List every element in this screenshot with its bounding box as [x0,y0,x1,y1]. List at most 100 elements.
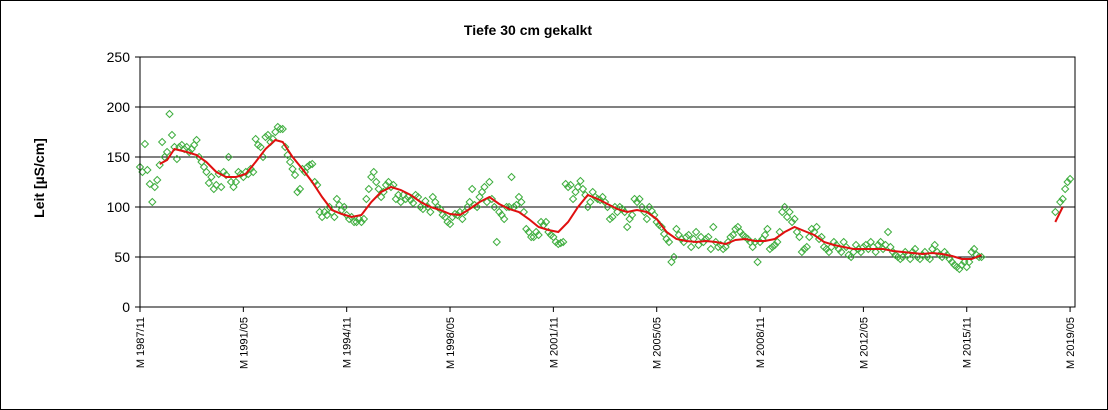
data-point [150,182,159,192]
data-point [396,197,406,207]
trend-segment [1054,206,1064,223]
data-point [871,247,880,257]
data-point [477,187,487,197]
data-point [148,197,157,207]
data-point [559,237,568,247]
data-point [768,242,777,252]
data-point [1056,197,1065,207]
data-point [608,212,617,222]
data-point [332,194,342,204]
data-point [157,137,167,147]
data-point [925,254,935,264]
data-point [930,240,939,250]
data-point [445,219,455,229]
data-point [967,247,976,257]
data-point [896,254,905,264]
data-point [372,177,381,187]
data-point [322,210,332,220]
data-point [308,159,317,169]
data-point [797,247,807,257]
data-point [837,247,846,257]
data-point [605,214,615,224]
data-point [753,257,762,267]
data-point [212,180,221,190]
data-point [841,242,851,252]
data-point [728,230,738,240]
data-point [770,240,780,250]
data-point [512,200,521,210]
data-point [256,142,265,152]
data-point [795,232,804,242]
data-point [588,187,597,197]
data-point [527,232,536,242]
data-point [650,210,659,220]
data-point [969,244,979,254]
data-point [480,182,489,192]
data-point [185,147,194,157]
data-point [357,217,366,227]
data-point [859,242,868,252]
data-point [622,222,632,232]
data-point [303,162,312,172]
y-gridlines [135,56,1075,308]
data-point [231,177,241,187]
data-point [632,197,642,207]
y-tick-label: 200 [107,99,131,115]
data-point [576,176,585,186]
data-point [153,175,162,185]
data-point [701,234,711,244]
data-point [280,142,290,152]
trend-line [159,138,1064,260]
data-point [684,230,693,240]
data-point [295,184,305,194]
data-point [714,242,723,252]
data-point [293,187,302,197]
x-tick-label: M 2001/11 [548,317,560,368]
data-point [374,184,383,194]
data-point [709,222,718,232]
data-point [290,170,300,180]
data-point [876,237,885,247]
x-tick-label: M 2012/05 [858,317,870,369]
data-point [691,227,701,237]
data-point [883,227,893,237]
data-point [787,217,797,227]
data-point [773,237,782,247]
data-point [349,217,359,227]
scatter-points [135,109,1075,274]
data-point [763,224,772,234]
x-tick-label: M 1991/05 [238,317,250,369]
data-point [586,197,595,207]
data-point [514,192,524,202]
y-tick-label: 0 [122,299,130,315]
data-point [216,182,226,192]
data-point [556,238,565,248]
data-point [657,222,666,232]
data-point [566,180,575,190]
data-point [386,182,396,192]
data-point [800,244,809,254]
data-point [401,194,410,204]
data-point [305,160,314,170]
data-point [172,154,182,164]
data-point [760,230,770,240]
data-point [517,197,526,207]
data-point [802,242,812,252]
data-point [162,147,172,157]
x-tick-label: M 2019/05 [1065,317,1077,369]
data-point [408,198,418,208]
data-point [805,232,814,242]
y-tick-label: 150 [107,149,131,165]
data-point [957,260,967,270]
data-point [748,242,757,252]
data-point [226,177,236,187]
data-point [248,167,258,177]
trend-segment [159,138,982,260]
data-point [364,184,374,194]
data-point [485,177,494,187]
data-point [499,214,509,224]
data-point [507,172,516,182]
data-point [731,224,740,234]
data-point [261,132,270,142]
